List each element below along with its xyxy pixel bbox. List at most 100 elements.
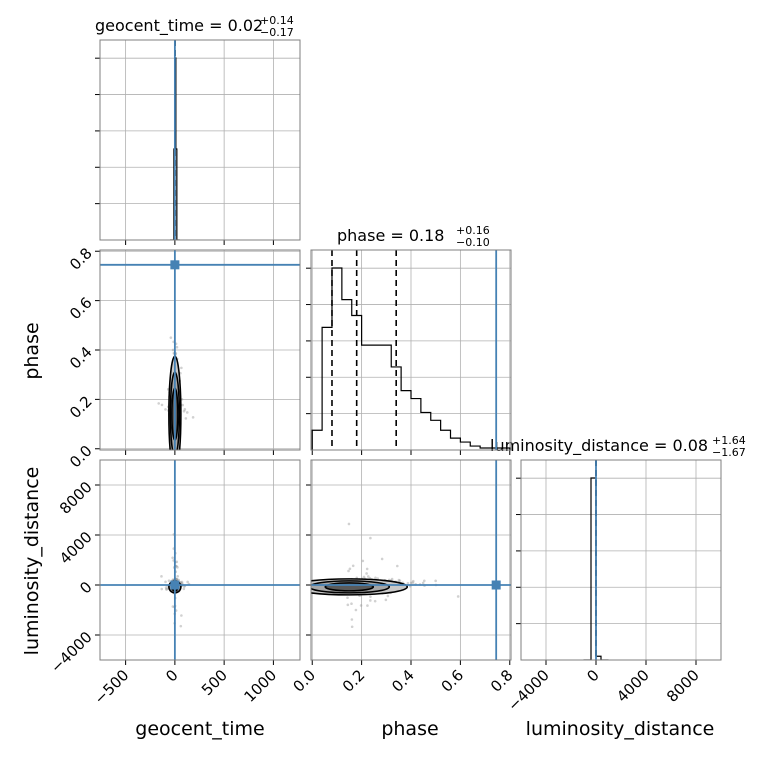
sample-point bbox=[160, 403, 164, 407]
sample-point bbox=[384, 598, 388, 602]
y-tick-label-luminosity_distance: 0 bbox=[76, 578, 95, 597]
sample-point bbox=[164, 580, 167, 584]
sample-point bbox=[171, 605, 175, 608]
x-tick-label-phase: 0.8 bbox=[487, 666, 517, 696]
sample-point bbox=[180, 366, 183, 370]
x-tick-label-phase: 0.2 bbox=[339, 666, 369, 696]
sample-point bbox=[380, 557, 384, 561]
sample-point bbox=[365, 567, 369, 571]
truth-marker bbox=[170, 260, 180, 270]
sample-point bbox=[369, 599, 372, 602]
sample-point bbox=[346, 603, 350, 607]
sample-point bbox=[167, 579, 171, 583]
title-luminosity-distance-plus: +1.64 bbox=[712, 434, 746, 447]
sample-point bbox=[362, 575, 366, 579]
sample-point bbox=[171, 556, 174, 560]
y-tick-label-luminosity_distance: −4000 bbox=[47, 628, 96, 677]
truth-marker bbox=[170, 580, 180, 590]
sample-point bbox=[406, 581, 410, 585]
sample-point bbox=[361, 559, 365, 563]
sample-point bbox=[186, 580, 189, 584]
sample-point bbox=[421, 581, 425, 585]
sample-point bbox=[171, 348, 175, 352]
x-tick-label-geocent_time: −500 bbox=[91, 666, 133, 708]
sample-point bbox=[176, 566, 179, 569]
sample-point bbox=[351, 564, 355, 568]
y-tick-label-phase: 0.0 bbox=[66, 442, 96, 472]
sample-point bbox=[423, 579, 426, 583]
panel-distance-vs-phase bbox=[306, 459, 512, 665]
x-tick-label-phase: 0.0 bbox=[289, 666, 319, 696]
y-axis-label-phase: phase bbox=[21, 322, 43, 379]
y-tick-label-phase: 0.6 bbox=[66, 294, 96, 324]
y-tick-label-phase: 0.8 bbox=[66, 244, 96, 274]
sample-point bbox=[373, 599, 377, 603]
sample-point bbox=[350, 625, 354, 629]
y-tick-label-luminosity_distance: 4000 bbox=[56, 528, 96, 568]
sample-point bbox=[182, 587, 186, 591]
sample-point bbox=[183, 408, 187, 411]
sample-point bbox=[411, 579, 415, 583]
x-tick-label-phase: 0.6 bbox=[438, 666, 468, 696]
panel-frame bbox=[520, 459, 722, 661]
sample-point bbox=[182, 409, 186, 413]
sample-point bbox=[164, 586, 168, 589]
tick-labels: −500 0 500 1000 0.0 0.2 0.4 0.6 0.8−4000 0 4000 800… bbox=[47, 244, 703, 715]
sample-point bbox=[175, 564, 178, 568]
title-phase-plus: +0.16 bbox=[456, 224, 490, 237]
panel-frame bbox=[99, 249, 301, 451]
x-axis-label-phase: phase bbox=[381, 718, 438, 740]
panel-frame bbox=[310, 459, 512, 661]
hist-phase bbox=[311, 267, 511, 450]
sample-point bbox=[180, 614, 183, 617]
sample-point bbox=[366, 575, 370, 578]
title-luminosity-distance: luminosity_distance = 0.08 +1.64 −1.67 bbox=[490, 434, 746, 459]
title-phase-minus: −0.10 bbox=[456, 236, 490, 249]
sample-point bbox=[398, 579, 402, 583]
sample-point bbox=[175, 578, 178, 581]
x-tick-label-geocent_time: 1000 bbox=[240, 666, 280, 706]
panel-hist-luminosity-distance bbox=[516, 459, 722, 665]
sample-point bbox=[175, 578, 179, 581]
y-tick-label-luminosity_distance: 8000 bbox=[56, 478, 96, 518]
sample-point bbox=[181, 403, 184, 407]
sample-point bbox=[354, 608, 358, 612]
sample-point bbox=[175, 578, 179, 581]
sample-point bbox=[369, 536, 372, 540]
sample-point bbox=[434, 579, 437, 583]
sample-point bbox=[409, 581, 413, 585]
panel-frame bbox=[99, 39, 301, 241]
scatter-clip-group bbox=[100, 460, 300, 660]
title-luminosity-distance-minus: −1.67 bbox=[712, 446, 746, 459]
x-tick-label-geocent_time: 0 bbox=[162, 666, 181, 685]
title-geocent-time-minus: −0.17 bbox=[260, 26, 294, 39]
sample-point bbox=[456, 595, 460, 598]
panel-frame bbox=[310, 249, 512, 451]
panel-hist-geocent-time bbox=[95, 39, 301, 245]
sample-point bbox=[346, 596, 349, 600]
x-tick-label-luminosity_distance: 0 bbox=[583, 666, 602, 685]
sample-point bbox=[185, 411, 189, 414]
x-axis-label-geocent-time: geocent_time bbox=[135, 718, 264, 740]
density-contour-2 bbox=[324, 582, 375, 592]
sample-point bbox=[350, 602, 353, 606]
sample-point bbox=[160, 587, 164, 591]
hist-clip-group bbox=[169, 40, 180, 240]
sample-point bbox=[157, 402, 161, 405]
svg-text:geocent_time = 0.02: geocent_time = 0.02 bbox=[95, 16, 263, 36]
hist-clip-group bbox=[311, 250, 511, 450]
scatter-clip-group bbox=[311, 460, 511, 660]
hist-clip-group bbox=[583, 460, 609, 660]
y-tick-label-phase: 0.2 bbox=[66, 392, 96, 422]
sample-point bbox=[176, 575, 179, 578]
sample-point bbox=[374, 576, 377, 580]
panel-frame bbox=[99, 459, 301, 661]
title-geocent-time-plus: +0.14 bbox=[260, 14, 294, 27]
sample-point bbox=[369, 595, 372, 598]
panel-hist-phase bbox=[306, 249, 512, 455]
title-geocent-time: geocent_time = 0.02 +0.14 −0.17 bbox=[95, 14, 294, 39]
sample-point bbox=[179, 624, 183, 628]
sample-point bbox=[180, 580, 184, 584]
